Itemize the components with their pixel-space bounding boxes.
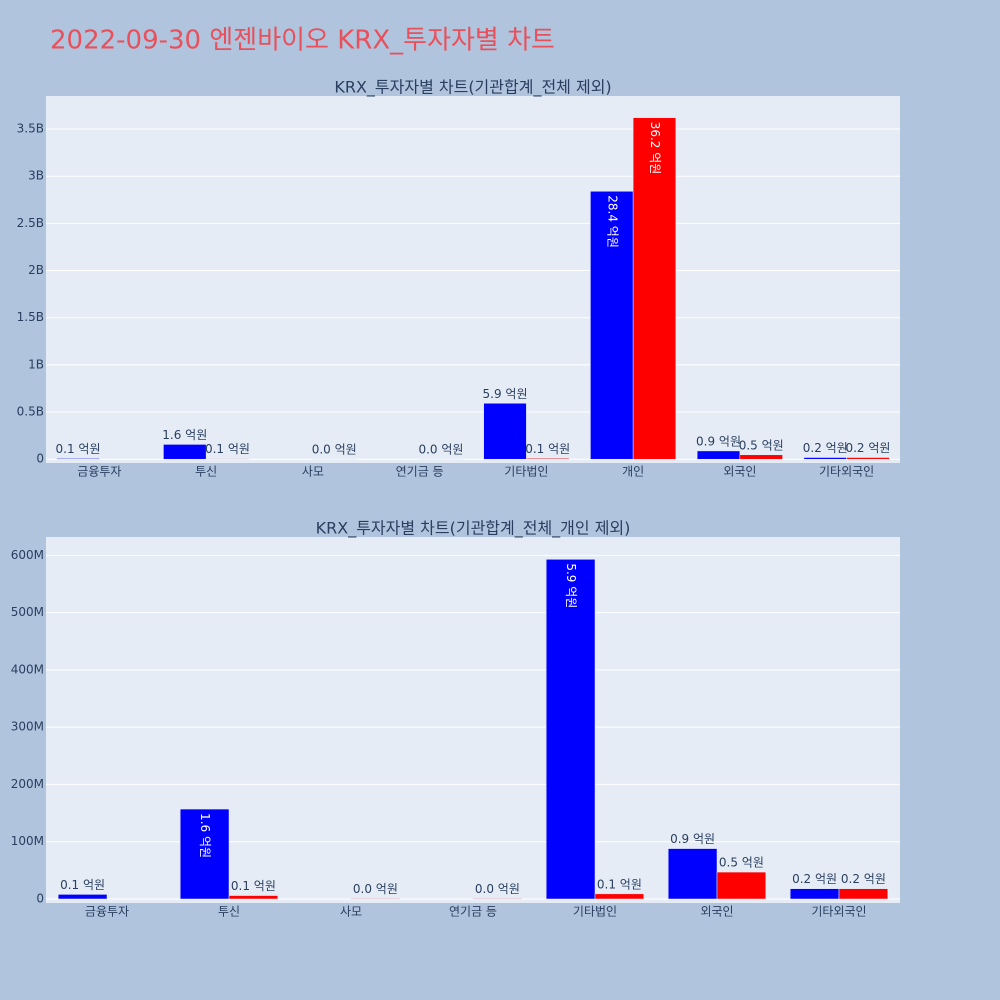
bar [716,871,767,900]
bar [205,458,250,460]
y-tick-label: 300M [11,720,44,734]
bar [696,450,741,460]
value-label: 0.2 억원 [803,441,848,455]
bar [56,458,100,460]
plot-area [46,537,900,903]
bar [526,458,570,460]
bar [594,893,645,900]
value-label: 0.1 억원 [597,877,642,891]
value-label: 0.0 억원 [475,882,520,896]
value-label: 0.0 억원 [353,882,398,896]
value-label: 0.0 억원 [418,443,463,457]
y-tick-label: 0 [36,891,44,905]
value-label: 5.9 억원 [483,387,528,401]
bar [483,403,527,460]
bar [803,457,847,460]
x-tick-label: 금융투자 [77,465,121,479]
x-tick-label: 투신 [218,905,240,919]
x-tick-label: 투신 [195,465,217,479]
value-label: 1.6 억원 [162,428,207,442]
value-label: 0.2 억원 [841,872,886,886]
y-tick-label: 3B [28,169,44,183]
x-tick-label: 기타외국인 [811,905,866,919]
value-label: 0.1 억원 [56,442,101,456]
x-tick-label: 기타외국인 [819,465,874,479]
value-label: 0.0 억원 [312,443,357,457]
x-tick-label: 기타법인 [504,465,548,479]
bar [739,454,783,460]
bar [57,894,108,900]
plot-area [46,96,900,463]
x-tick-label: 개인 [622,465,644,479]
y-tick-label: 600M [11,548,44,562]
value-label: 0.1 억원 [60,878,105,892]
value-label: 36.2 억원 [648,122,662,175]
bar [590,191,634,460]
y-tick-label: 2B [28,263,44,277]
value-label: 0.9 억원 [696,434,741,448]
value-label: 5.9 억원 [564,563,578,608]
x-tick-label: 기타법인 [573,905,617,919]
bar [350,898,401,900]
y-tick-label: 400M [11,662,44,676]
y-tick-label: 2.5B [17,216,44,230]
value-label: 0.1 억원 [525,442,570,456]
y-tick-label: 500M [11,605,44,619]
bar [789,888,840,900]
value-label: 0.9 억원 [670,832,715,846]
value-label: 0.5 억원 [739,438,784,452]
y-tick-label: 3.5B [17,122,44,136]
x-tick-label: 사모 [340,905,362,919]
x-tick-label: 금융투자 [85,905,129,919]
bar [667,848,718,900]
value-label: 0.2 억원 [845,441,890,455]
bar [846,457,890,460]
y-tick-label: 100M [11,834,44,848]
value-label: 0.1 억원 [231,879,276,893]
page-title: 2022-09-30 엔젠바이오 KRX_투자자별 차트 [50,26,555,56]
x-tick-label: 연기금 등 [396,465,444,479]
x-tick-label: 외국인 [723,465,756,479]
bar [545,559,596,900]
bar [179,808,230,900]
bar [838,888,889,900]
bar [472,898,523,900]
y-tick-label: 0 [36,452,44,466]
y-tick-label: 200M [11,777,44,791]
chart-title: KRX_투자자별 차트(기관합계_전체 제외) [334,78,611,98]
bar [228,895,279,900]
value-label: 0.5 억원 [719,856,764,870]
y-tick-label: 1B [28,357,44,371]
bar [632,117,677,460]
x-tick-label: 연기금 등 [449,905,497,919]
x-tick-label: 사모 [302,465,324,479]
y-tick-label: 1.5B [17,310,44,324]
x-tick-label: 외국인 [700,905,733,919]
value-label: 0.2 억원 [792,872,837,886]
bar [163,444,207,460]
chart-title: KRX_투자자별 차트(기관합계_전체_개인 제외) [316,519,631,539]
value-label: 28.4 억원 [605,195,619,248]
value-label: 0.1 억원 [205,442,250,456]
value-label: 1.6 억원 [198,813,212,858]
y-tick-label: 0.5B [17,405,44,419]
